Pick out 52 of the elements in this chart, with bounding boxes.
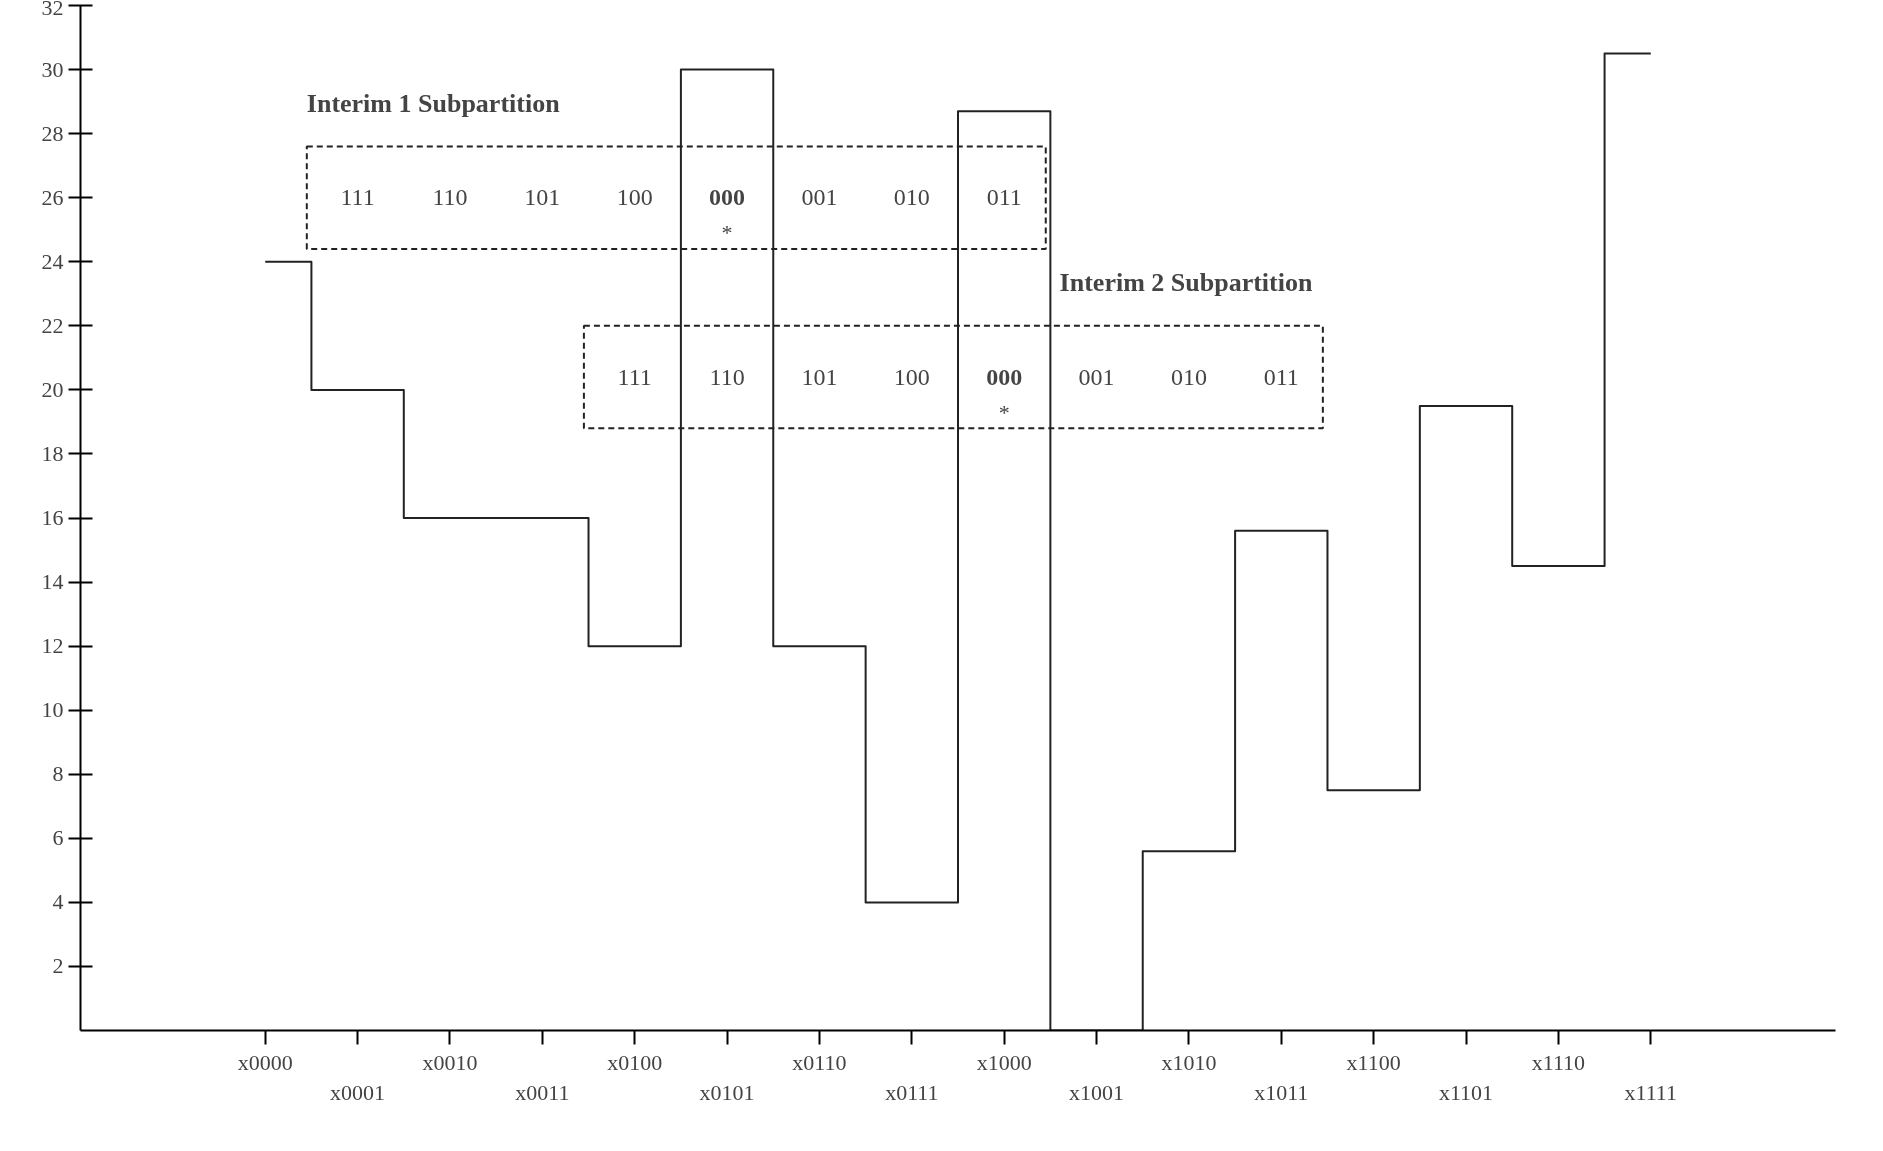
annotation: 100 (893, 363, 930, 390)
x-tick-label: x0000 (237, 1049, 293, 1075)
y-tick-label: 18 (41, 440, 64, 466)
x-tick-label: x1000 (976, 1049, 1032, 1075)
x-tick-label: x0110 (792, 1049, 847, 1075)
y-tick-label: 28 (41, 120, 64, 146)
x-tick-label: x0101 (699, 1079, 755, 1105)
y-tick-label: 26 (41, 184, 64, 210)
annotation: * (998, 399, 1010, 425)
annotation: 001 (801, 184, 838, 211)
annotation: 100 (616, 184, 653, 211)
x-tick-label: x0011 (515, 1079, 570, 1105)
annotation: 110 (709, 363, 745, 390)
y-tick-label: 6 (52, 825, 64, 851)
annotation: 110 (432, 184, 468, 211)
x-tick-label: x1111 (1624, 1079, 1678, 1105)
annotation: 101 (524, 184, 561, 211)
annotation: 000 (986, 363, 1023, 390)
y-tick-label: 10 (41, 697, 64, 723)
annotation: 011 (986, 184, 1022, 211)
y-tick-label: 14 (41, 569, 64, 595)
y-tick-label: 12 (41, 633, 64, 659)
annotation: * (721, 220, 733, 246)
annotation: 001 (1078, 363, 1115, 390)
annotation: 111 (340, 184, 375, 211)
x-tick-label: x0100 (607, 1049, 663, 1075)
y-tick-label: 32 (41, 0, 64, 20)
x-tick-label: x1110 (1531, 1049, 1586, 1075)
annotation: 010 (1170, 363, 1207, 390)
y-tick-label: 4 (52, 889, 64, 915)
y-tick-label: 30 (41, 56, 64, 82)
y-tick-label: 22 (41, 312, 64, 338)
annotation: 011 (1263, 363, 1299, 390)
x-tick-label: x0001 (330, 1079, 386, 1105)
y-tick-label: 8 (52, 761, 64, 787)
y-tick-label: 20 (41, 376, 64, 402)
annotation: 000 (709, 184, 746, 211)
y-tick-label: 16 (41, 505, 64, 530)
x-tick-label: x1101 (1438, 1079, 1494, 1105)
x-tick-label: x1001 (1069, 1079, 1125, 1105)
x-tick-label: x1010 (1161, 1049, 1217, 1075)
x-tick-label: x0010 (422, 1049, 478, 1075)
y-tick-label: 2 (52, 953, 64, 979)
annotation: 111 (617, 363, 652, 390)
y-tick-label: 24 (41, 248, 64, 274)
annotation: Interim 2 Subpartition (1059, 267, 1313, 297)
x-tick-label: x0111 (885, 1079, 939, 1105)
annotation: 010 (893, 184, 930, 211)
x-tick-label: x1011 (1254, 1079, 1309, 1105)
annotation: Interim 1 Subpartition (306, 88, 561, 118)
annotation: 101 (801, 363, 838, 390)
x-tick-label: x1100 (1346, 1049, 1401, 1075)
